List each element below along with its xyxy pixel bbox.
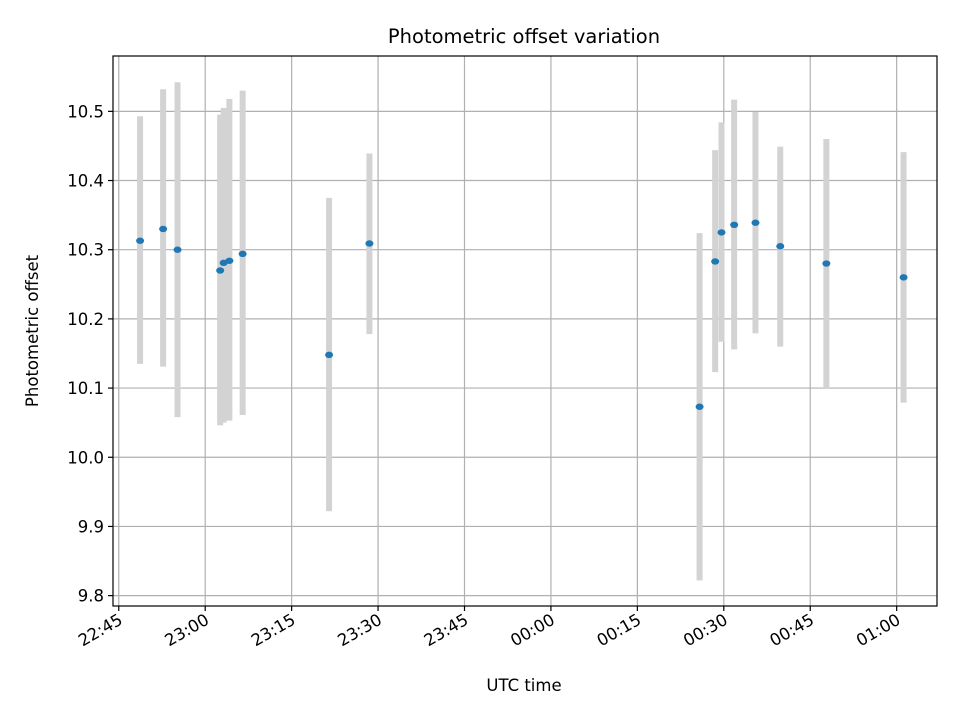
x-axis: 22:45 23:00 23:15 23:30 23:45 00:00 00:15 00:30… xyxy=(75,606,904,650)
y-tick-label: 10.0 xyxy=(67,448,104,467)
data-point xyxy=(216,267,225,274)
x-axis-title: UTC time xyxy=(486,676,561,695)
y-tick-label: 10.4 xyxy=(67,172,104,191)
data-point xyxy=(776,243,785,250)
grid xyxy=(113,56,937,606)
x-tick-label: 00:30 xyxy=(680,610,731,650)
y-tick-label: 10.5 xyxy=(67,102,104,121)
y-tick-label: 10.2 xyxy=(67,310,104,329)
data-point xyxy=(899,274,908,281)
data-point xyxy=(711,258,720,265)
x-tick-label: 22:45 xyxy=(75,610,126,650)
y-tick-label: 9.8 xyxy=(78,587,104,606)
data-point xyxy=(159,225,168,233)
data-point xyxy=(730,221,739,229)
y-axis: 9.8 9.9 10.0 10.1 10.2 10.3 10.4 10.5 xyxy=(67,102,113,606)
data-point xyxy=(238,250,247,258)
x-tick-label: 23:15 xyxy=(248,610,299,650)
data-points xyxy=(136,219,908,410)
y-tick-label: 10.3 xyxy=(67,241,104,260)
data-point xyxy=(136,237,145,244)
data-point xyxy=(695,403,704,410)
data-point xyxy=(365,240,374,247)
data-point xyxy=(325,351,334,359)
data-point xyxy=(822,260,831,267)
data-point xyxy=(717,229,726,236)
x-tick-label: 23:00 xyxy=(162,610,213,650)
x-tick-label: 00:45 xyxy=(767,610,818,650)
x-tick-label: 00:15 xyxy=(594,610,645,650)
x-tick-label: 23:30 xyxy=(334,610,385,650)
y-axis-title: Photometric offset xyxy=(23,254,42,407)
x-tick-label: 00:00 xyxy=(507,610,558,650)
y-tick-label: 10.1 xyxy=(67,379,104,398)
y-tick-label: 9.9 xyxy=(78,517,104,536)
data-point xyxy=(225,257,234,264)
x-tick-label: 23:45 xyxy=(421,610,472,650)
chart-title: Photometric offset variation xyxy=(388,25,660,48)
data-point xyxy=(751,219,760,226)
x-tick-label: 01:00 xyxy=(853,610,904,650)
plot-frame xyxy=(112,55,938,607)
error-bars xyxy=(137,82,907,581)
data-point xyxy=(173,246,182,253)
